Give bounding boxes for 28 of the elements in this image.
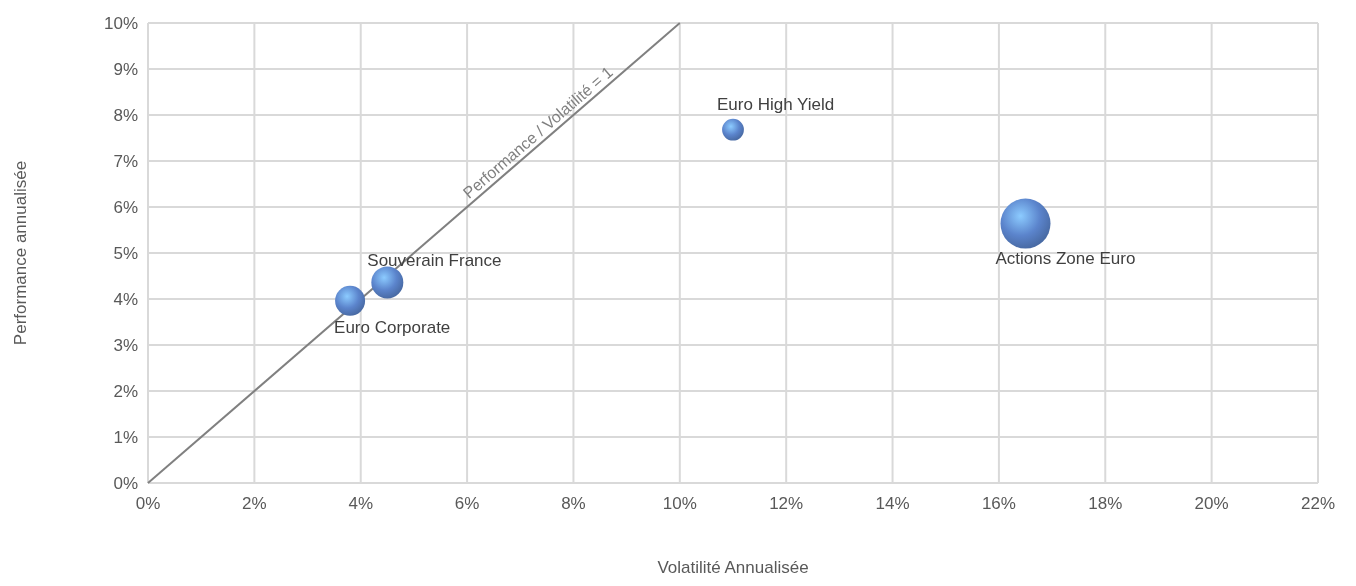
x-tick-label: 10% bbox=[662, 494, 697, 513]
y-tick-label: 1% bbox=[113, 428, 138, 447]
y-tick-label: 8% bbox=[113, 106, 138, 125]
series-label: Euro High Yield bbox=[717, 94, 835, 114]
y-tick-label: 10% bbox=[103, 14, 138, 33]
x-tick-label: 22% bbox=[1300, 494, 1336, 513]
x-tick-label: 8% bbox=[561, 494, 586, 513]
y-tick-label: 6% bbox=[113, 198, 138, 217]
x-tick-label: 6% bbox=[454, 494, 480, 513]
x-tick-label: 4% bbox=[348, 494, 374, 513]
y-tick-label: 2% bbox=[113, 382, 138, 401]
x-tick-label: 12% bbox=[769, 494, 804, 513]
y-tick-label: 0% bbox=[113, 474, 138, 493]
y-tick-label: 9% bbox=[113, 60, 138, 79]
series-label: Actions Zone Euro bbox=[995, 248, 1136, 268]
y-tick-label: 5% bbox=[113, 244, 138, 263]
x-axis-title: Volatilité Annualisée bbox=[657, 558, 809, 577]
x-tick-label: 2% bbox=[242, 494, 267, 513]
y-tick-label: 3% bbox=[113, 336, 138, 355]
x-tick-label: 14% bbox=[875, 494, 910, 513]
y-tick-label: 4% bbox=[113, 290, 138, 309]
x-tick-label: 20% bbox=[1194, 494, 1229, 513]
y-tick-label: 7% bbox=[113, 152, 138, 171]
x-tick-label: 18% bbox=[1088, 494, 1123, 513]
series-label: Euro Corporate bbox=[334, 317, 451, 337]
x-tick-label: 0% bbox=[135, 494, 161, 513]
x-tick-label: 16% bbox=[981, 494, 1016, 513]
y-axis-title: Performance annualisée bbox=[11, 160, 30, 346]
